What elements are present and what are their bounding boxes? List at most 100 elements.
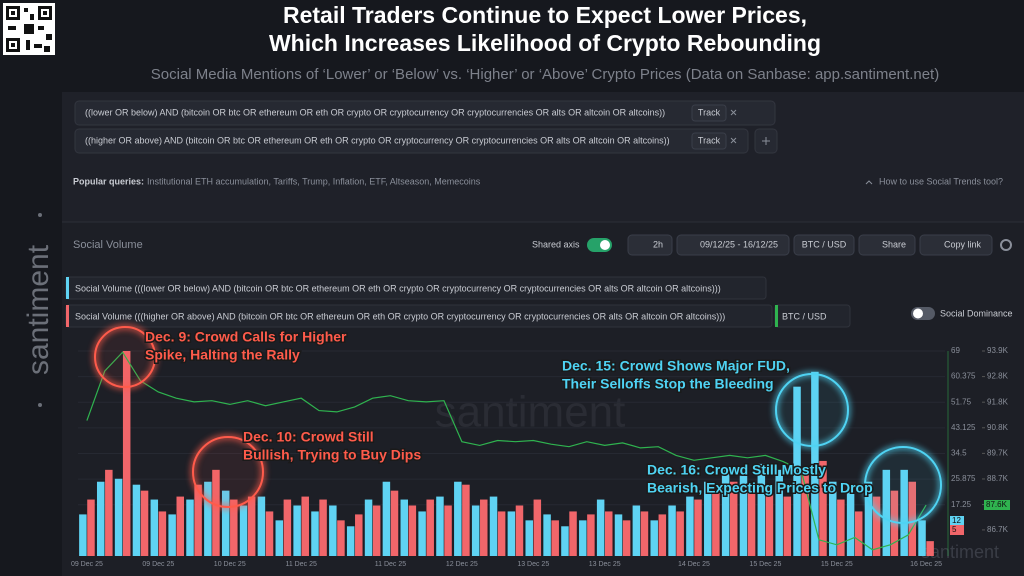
- bar: [729, 481, 738, 556]
- settings-icon[interactable]: [1000, 239, 1012, 251]
- x-tick-label: 09 Dec 25: [142, 561, 174, 568]
- bar: [747, 490, 756, 556]
- shared-axis-label: Shared axis: [532, 239, 580, 249]
- bar: [811, 371, 819, 556]
- bar: [640, 511, 649, 556]
- bar: [293, 505, 301, 556]
- chart-watermark: santiment: [435, 388, 626, 437]
- bar: [561, 526, 569, 556]
- bar: [515, 505, 524, 556]
- current-badge: [950, 525, 964, 535]
- bar: [436, 496, 444, 556]
- bar: [622, 520, 631, 556]
- bar: [122, 351, 131, 556]
- bar: [489, 496, 498, 556]
- bar: [507, 511, 516, 556]
- bar: [96, 481, 105, 556]
- bar: [604, 511, 613, 556]
- remove-icon[interactable]: [730, 109, 737, 116]
- legend-label: BTC / USD: [782, 311, 827, 321]
- annotation-text: Dec. 9: Crowd Calls for Higher: [145, 329, 347, 345]
- copy-link-label: Copy link: [944, 239, 982, 249]
- annotation-circle: [192, 436, 264, 508]
- bar: [114, 478, 123, 556]
- title-line: Retail Traders Continue to Expect Lower …: [283, 2, 807, 28]
- bar: [819, 460, 827, 556]
- bar: [364, 499, 373, 556]
- price-line: [86, 351, 927, 551]
- query-row: ((higher OR above) AND (bitcoin OR btc O…: [74, 128, 778, 154]
- bar: [471, 505, 480, 556]
- bar: [462, 484, 470, 556]
- bar: [579, 520, 587, 556]
- bar: [239, 505, 248, 556]
- help-link[interactable]: How to use Social Trends tool?: [879, 176, 1003, 186]
- share-button[interactable]: [858, 234, 916, 256]
- bar: [551, 520, 559, 556]
- bar: [668, 505, 676, 556]
- y2-tick-label: 92.8K: [987, 372, 1009, 381]
- bar: [480, 499, 488, 556]
- copy-link-button[interactable]: [919, 234, 993, 256]
- bar: [418, 511, 426, 556]
- track-button[interactable]: [691, 104, 727, 122]
- bar: [400, 499, 409, 556]
- bar: [283, 499, 292, 556]
- interval-label: 2h: [653, 239, 663, 249]
- y2-tick-label: 88.7K: [987, 474, 1009, 483]
- bar: [712, 490, 720, 556]
- bar: [872, 496, 881, 556]
- bar: [150, 499, 159, 556]
- bar: [900, 469, 908, 556]
- bar: [882, 469, 891, 556]
- bar: [676, 511, 684, 556]
- bar: [132, 484, 141, 556]
- legend-swatch: [66, 277, 69, 299]
- remove-icon[interactable]: [730, 137, 737, 144]
- bar: [801, 469, 809, 556]
- x-tick-label: 14 Dec 25: [678, 561, 710, 568]
- pair-label: BTC / USD: [802, 239, 847, 249]
- bar: [230, 499, 238, 556]
- popular-items[interactable]: Institutional ETH accumulation, Tariffs,…: [147, 176, 481, 186]
- current-badge-label: 12: [952, 516, 961, 525]
- bar: [265, 511, 274, 556]
- query-text: ((higher OR above) AND (bitcoin OR btc O…: [85, 135, 670, 145]
- legend-swatch: [66, 305, 69, 327]
- toggle-knob: [913, 308, 923, 319]
- pair-button[interactable]: [793, 234, 855, 256]
- x-tick-label: 15 Dec 25: [821, 561, 853, 568]
- legend-label: Social Volume (((lower OR below) AND (bi…: [75, 283, 721, 293]
- annotation-text: Bearish, Expecting Prices to Drop: [647, 480, 873, 496]
- y2-tick-label: 93.9K: [987, 346, 1009, 355]
- date-range-label: 09/12/25 - 16/12/25: [700, 239, 778, 249]
- annotation-circle: [864, 446, 942, 524]
- x-tick-label: 15 Dec 25: [749, 561, 781, 568]
- query-text: ((lower OR below) AND (bitcoin OR btc OR…: [85, 107, 665, 117]
- date-range-button[interactable]: [676, 234, 790, 256]
- bar: [158, 511, 167, 556]
- query-box[interactable]: [74, 128, 749, 154]
- bar: [533, 499, 542, 556]
- toggle-knob: [600, 240, 610, 250]
- x-tick-label: 16 Dec 25: [910, 561, 942, 568]
- y-tick-label: 69: [951, 346, 960, 355]
- legend-swatch: [775, 305, 778, 327]
- x-tick-label: 11 Dec 25: [285, 561, 316, 568]
- interval-button[interactable]: [627, 234, 673, 256]
- bar: [721, 469, 730, 556]
- bar: [739, 475, 748, 556]
- bar: [793, 386, 801, 556]
- legend-label: Social Volume (((higher OR above) AND (b…: [75, 311, 725, 321]
- x-tick-label: 09 Dec 25: [71, 561, 103, 568]
- track-button[interactable]: [691, 132, 727, 150]
- track-label: Track: [698, 135, 721, 145]
- chevron-icon: [865, 180, 873, 185]
- annotation-circle: [775, 373, 849, 447]
- bar: [355, 514, 363, 556]
- bar: [614, 514, 623, 556]
- bar: [311, 511, 319, 556]
- track-label: Track: [698, 107, 721, 117]
- query-box[interactable]: [74, 100, 776, 126]
- current-badge: [950, 516, 964, 526]
